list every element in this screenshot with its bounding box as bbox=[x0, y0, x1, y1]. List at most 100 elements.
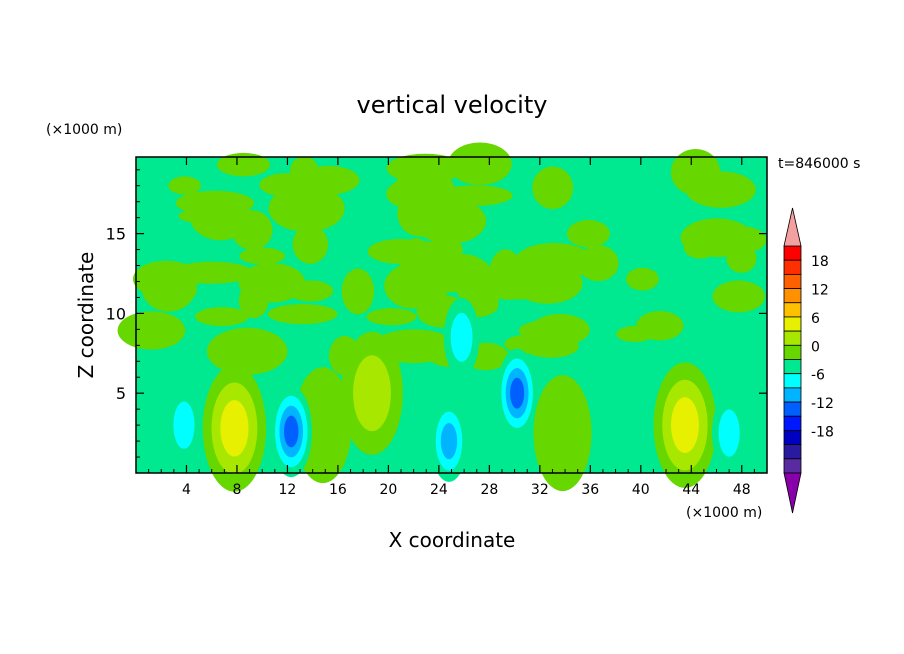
weak-updraft-patch bbox=[384, 241, 464, 261]
weak-updraft-patch bbox=[626, 267, 659, 291]
weak-updraft-patch bbox=[195, 307, 249, 327]
colorbar-swatch bbox=[783, 415, 802, 431]
x-tick-label: 4 bbox=[182, 482, 191, 498]
x-tick-label: 8 bbox=[232, 482, 241, 498]
weak-updraft-patch bbox=[366, 308, 417, 326]
feature-downdraft-9 bbox=[166, 386, 202, 464]
weak-updraft-patch bbox=[413, 198, 487, 244]
weak-updraft-patch bbox=[566, 220, 610, 248]
contour-level bbox=[671, 397, 699, 454]
chart-title: vertical velocity bbox=[357, 91, 548, 119]
time-label: t=846000 s bbox=[778, 156, 860, 172]
weak-updraft-patch bbox=[287, 280, 334, 302]
colorbar-swatch bbox=[783, 330, 802, 346]
colorbar-swatch bbox=[783, 273, 802, 289]
weak-updraft-patch bbox=[719, 226, 767, 254]
x-tick-label: 44 bbox=[682, 482, 700, 498]
colorbar-swatch bbox=[783, 288, 802, 304]
x-unit-label: (×1000 m) bbox=[686, 505, 762, 521]
feature-downdraft-7 bbox=[430, 400, 468, 482]
contour-level bbox=[533, 375, 592, 492]
weak-updraft-patch bbox=[636, 311, 684, 341]
x-tick-label: 12 bbox=[279, 482, 297, 498]
weak-updraft-patch bbox=[712, 280, 765, 313]
y-unit-label: (×1000 m) bbox=[46, 122, 122, 138]
velocity-field bbox=[117, 142, 767, 492]
x-tick-label: 36 bbox=[581, 482, 599, 498]
contour-level bbox=[220, 400, 249, 457]
weak-updraft-patch bbox=[577, 245, 619, 282]
x-tick-label: 24 bbox=[430, 482, 448, 498]
weak-updraft-patch bbox=[341, 268, 375, 315]
weak-updraft-patch bbox=[297, 165, 360, 195]
colorbar-tick-label: 0 bbox=[811, 339, 820, 355]
weak-updraft-patch bbox=[238, 283, 269, 319]
weak-updraft-patch bbox=[190, 193, 252, 241]
x-tick-label: 32 bbox=[531, 482, 549, 498]
contour-level bbox=[450, 312, 473, 362]
x-axis-label: X coordinate bbox=[389, 528, 516, 552]
colorbar-swatch bbox=[783, 316, 802, 332]
colorbar-tick-label: 18 bbox=[811, 254, 829, 270]
colorbar-tick-label: 12 bbox=[811, 283, 829, 299]
contour-level bbox=[353, 355, 391, 432]
feature-downdraft-8 bbox=[443, 297, 480, 377]
colorbar-swatch bbox=[783, 373, 802, 389]
weak-updraft-patch bbox=[141, 263, 196, 312]
weak-updraft-patch bbox=[532, 166, 574, 210]
y-tick-label: 10 bbox=[106, 304, 126, 323]
x-tick-label: 16 bbox=[329, 482, 347, 498]
colorbar-swatch bbox=[783, 259, 802, 275]
contour-level bbox=[173, 401, 195, 449]
weak-updraft-patch bbox=[670, 149, 721, 196]
colorbar-tick-label: -6 bbox=[811, 368, 825, 384]
weak-updraft-patch bbox=[518, 319, 585, 342]
colorbar-swatch bbox=[783, 401, 802, 417]
feature-downdraft-6 bbox=[496, 348, 538, 438]
x-tick-label: 40 bbox=[632, 482, 650, 498]
colorbar-swatch bbox=[783, 359, 802, 375]
weak-updraft-patch bbox=[386, 153, 465, 184]
x-tick-label: 48 bbox=[733, 482, 751, 498]
y-axis-label: Z coordinate bbox=[74, 252, 98, 379]
feature-updraft-1 bbox=[341, 331, 403, 455]
feature-updraft-2 bbox=[653, 362, 717, 488]
feature-updraft-3 bbox=[533, 375, 592, 492]
colorbar-swatch bbox=[783, 444, 802, 460]
colorbar-swatch bbox=[783, 458, 802, 474]
colorbar-swatch bbox=[783, 245, 802, 261]
feature-downdraft-10 bbox=[711, 394, 747, 472]
contour-level bbox=[718, 409, 740, 457]
colorbar-tick-label: -18 bbox=[811, 424, 834, 440]
colorbar-tick-label: -12 bbox=[811, 396, 834, 412]
weak-updraft-patch bbox=[117, 311, 186, 350]
colorbar-swatch bbox=[783, 430, 802, 446]
colorbar-swatch bbox=[783, 387, 802, 403]
weak-updraft-patch bbox=[414, 253, 492, 293]
weak-updraft-patch bbox=[168, 176, 202, 195]
weak-updraft-patch bbox=[239, 247, 286, 265]
feature-updraft-0 bbox=[202, 364, 267, 492]
weak-updraft-patch bbox=[448, 142, 512, 186]
y-tick-label: 15 bbox=[106, 225, 126, 244]
weak-updraft-patch bbox=[292, 225, 329, 264]
weak-updraft-patch bbox=[512, 262, 583, 304]
feature-downdraft-5 bbox=[270, 385, 313, 478]
colorbar-swatch bbox=[783, 302, 802, 318]
colorbar-swatch bbox=[783, 344, 802, 360]
contour-level bbox=[440, 422, 458, 460]
colorbar: 18 12 6 0 -6 -12 -18 bbox=[783, 207, 834, 514]
weak-updraft-patch bbox=[268, 184, 345, 232]
colorbar-under-arrow bbox=[783, 472, 802, 514]
weak-updraft-patch bbox=[267, 303, 338, 325]
y-tick-label: 5 bbox=[116, 384, 126, 403]
colorbar-over-arrow bbox=[783, 207, 802, 247]
contour-level bbox=[283, 415, 299, 448]
x-tick-label: 28 bbox=[480, 482, 498, 498]
x-tick-label: 20 bbox=[379, 482, 397, 498]
contour-level bbox=[510, 377, 525, 409]
colorbar-tick-label: 6 bbox=[811, 311, 820, 327]
weak-updraft-patch bbox=[217, 152, 270, 177]
